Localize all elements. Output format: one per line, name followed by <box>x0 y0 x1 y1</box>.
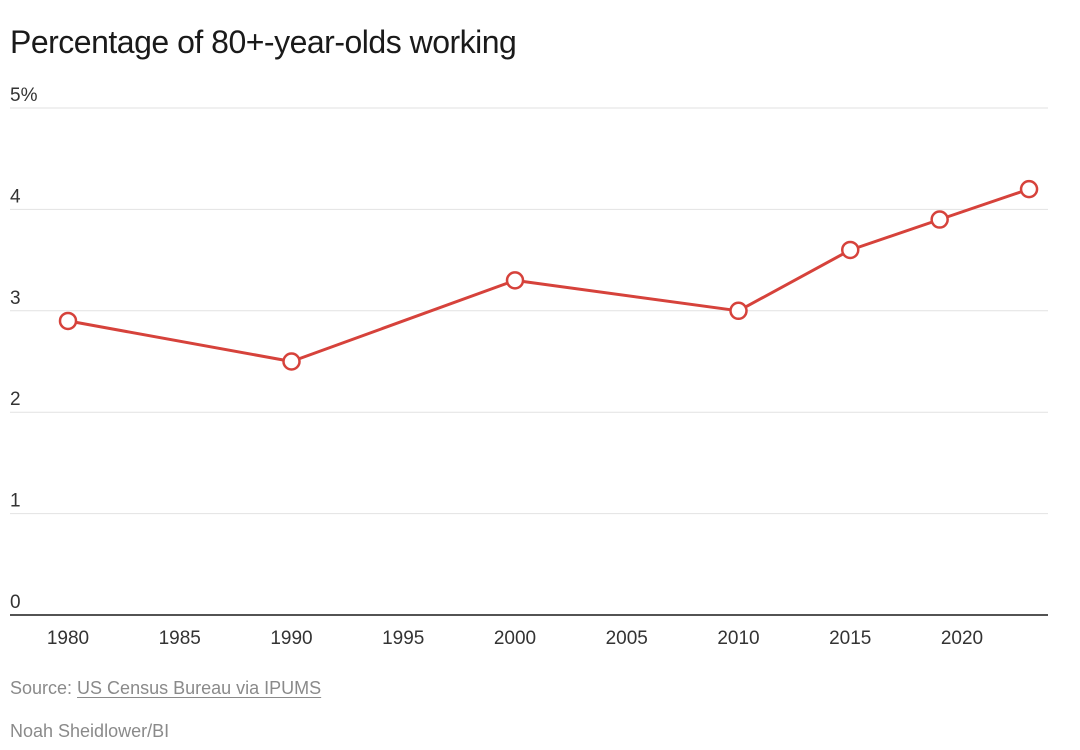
data-point <box>841 240 860 260</box>
data-point <box>282 352 301 371</box>
y-tick-label: 1 <box>10 491 21 512</box>
x-tick-label: 1995 <box>382 628 424 649</box>
y-tick-label: 3 <box>10 288 21 309</box>
y-tick-label: 5% <box>10 85 38 106</box>
data-point <box>1019 179 1039 199</box>
data-point-markers <box>58 179 1039 371</box>
source-prefix: Source: <box>10 678 78 698</box>
data-point <box>729 301 748 321</box>
gridlines <box>10 107 1048 515</box>
x-tick-label: 2000 <box>494 628 536 649</box>
data-point <box>58 311 78 331</box>
data-point <box>505 271 525 290</box>
y-tick-label: 2 <box>10 389 21 410</box>
source-link[interactable]: US Census Bureau via IPUMS <box>77 678 322 698</box>
credit-line: Noah Sheidlower/BI <box>10 721 170 741</box>
x-tick-label: 2005 <box>606 628 648 649</box>
y-tick-label: 0 <box>10 592 21 613</box>
y-axis-tick-labels: 0 1 2 3 4 5% <box>10 85 38 613</box>
series-line <box>66 187 1031 363</box>
x-tick-label: 1985 <box>159 628 201 649</box>
x-tick-label: 2010 <box>717 628 759 649</box>
x-tick-label: 2015 <box>829 628 871 649</box>
x-axis-tick-labels: 1980 1985 1990 1995 2000 2005 2010 2015 2020 <box>47 628 983 649</box>
x-tick-label: 1980 <box>47 628 89 649</box>
series-line-layer <box>66 187 1031 363</box>
x-tick-label: 1990 <box>270 628 312 649</box>
y-tick-label: 4 <box>10 186 21 207</box>
x-tick-label: 2020 <box>941 628 983 649</box>
data-point <box>930 210 949 229</box>
chart-title: Percentage of 80+-year-olds working <box>10 24 517 60</box>
source-line: Source: US Census Bureau via IPUMS <box>10 678 321 699</box>
